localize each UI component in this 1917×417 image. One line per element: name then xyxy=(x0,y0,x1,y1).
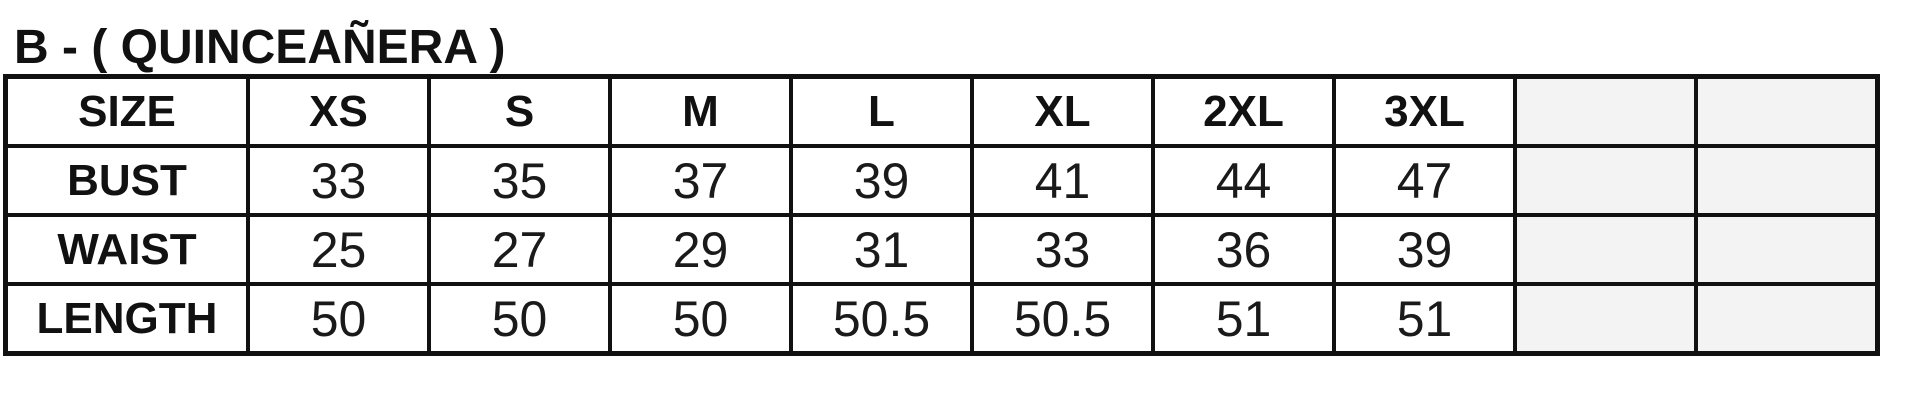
empty-cell xyxy=(1694,144,1880,217)
row-label: BUST xyxy=(3,144,250,217)
table-row: LENGTH 50 50 50 50.5 50.5 51 51 xyxy=(3,282,1880,356)
size-header: 3XL xyxy=(1332,74,1517,148)
header-row: SIZE XS S M L XL 2XL 3XL xyxy=(3,74,1880,148)
size-header: M xyxy=(608,74,793,148)
measurement-cell: 25 xyxy=(246,213,431,286)
measurement-cell: 44 xyxy=(1151,144,1336,217)
measurement-cell: 29 xyxy=(608,213,793,286)
measurement-cell: 31 xyxy=(789,213,974,286)
size-chart-table: SIZE XS S M L XL 2XL 3XL BUST 33 35 37 39 41 44 47 WAIST… xyxy=(3,74,1880,356)
empty-cell xyxy=(1513,213,1698,286)
measurement-cell: 37 xyxy=(608,144,793,217)
measurement-cell: 33 xyxy=(970,213,1155,286)
measurement-cell: 51 xyxy=(1332,282,1517,356)
measurement-cell: 39 xyxy=(1332,213,1517,286)
measurement-cell: 47 xyxy=(1332,144,1517,217)
measurement-cell: 51 xyxy=(1151,282,1336,356)
size-header: 2XL xyxy=(1151,74,1336,148)
size-header: XS xyxy=(246,74,431,148)
measurement-cell: 50 xyxy=(608,282,793,356)
measurement-cell: 50 xyxy=(427,282,612,356)
size-header: S xyxy=(427,74,612,148)
empty-cell xyxy=(1513,74,1698,148)
empty-cell xyxy=(1694,282,1880,356)
measurement-cell: 27 xyxy=(427,213,612,286)
measurement-cell: 35 xyxy=(427,144,612,217)
measurement-cell: 50.5 xyxy=(970,282,1155,356)
measurement-cell: 33 xyxy=(246,144,431,217)
table-row: WAIST 25 27 29 31 33 36 39 xyxy=(3,213,1880,286)
table-row: BUST 33 35 37 39 41 44 47 xyxy=(3,144,1880,217)
empty-cell xyxy=(1513,282,1698,356)
row-label: WAIST xyxy=(3,213,250,286)
header-label: SIZE xyxy=(3,74,250,148)
empty-cell xyxy=(1513,144,1698,217)
measurement-cell: 41 xyxy=(970,144,1155,217)
empty-cell xyxy=(1694,213,1880,286)
measurement-cell: 39 xyxy=(789,144,974,217)
size-header: L xyxy=(789,74,974,148)
measurement-cell: 36 xyxy=(1151,213,1336,286)
row-label: LENGTH xyxy=(3,282,250,356)
chart-title: B - ( QUINCEAÑERA ) xyxy=(14,21,506,74)
size-header: XL xyxy=(970,74,1155,148)
empty-cell xyxy=(1694,74,1880,148)
measurement-cell: 50 xyxy=(246,282,431,356)
measurement-cell: 50.5 xyxy=(789,282,974,356)
